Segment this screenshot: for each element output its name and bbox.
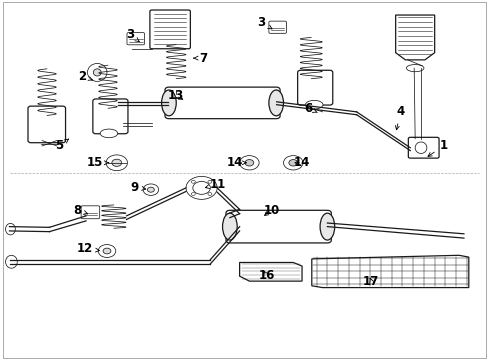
Ellipse shape xyxy=(207,193,211,195)
Ellipse shape xyxy=(98,244,116,257)
Text: 8: 8 xyxy=(74,204,87,217)
Ellipse shape xyxy=(147,187,154,192)
Ellipse shape xyxy=(106,155,127,171)
FancyBboxPatch shape xyxy=(407,137,438,158)
Ellipse shape xyxy=(185,176,217,199)
Text: 15: 15 xyxy=(86,156,108,169)
FancyBboxPatch shape xyxy=(268,21,286,33)
Text: 14: 14 xyxy=(293,156,309,169)
FancyBboxPatch shape xyxy=(150,10,190,49)
Ellipse shape xyxy=(87,63,107,81)
Ellipse shape xyxy=(222,213,237,240)
Ellipse shape xyxy=(191,193,195,195)
Ellipse shape xyxy=(192,181,210,194)
Ellipse shape xyxy=(320,213,334,240)
Text: 12: 12 xyxy=(77,242,99,255)
FancyBboxPatch shape xyxy=(28,106,65,143)
Ellipse shape xyxy=(112,159,122,166)
Ellipse shape xyxy=(239,156,259,170)
Polygon shape xyxy=(239,262,302,281)
FancyBboxPatch shape xyxy=(164,87,280,119)
Text: 4: 4 xyxy=(395,105,404,130)
Ellipse shape xyxy=(93,69,101,76)
Text: 11: 11 xyxy=(205,178,225,191)
Ellipse shape xyxy=(5,224,15,235)
Text: 16: 16 xyxy=(258,269,274,282)
Ellipse shape xyxy=(161,90,176,116)
Ellipse shape xyxy=(406,64,423,72)
FancyBboxPatch shape xyxy=(81,206,100,219)
Text: 6: 6 xyxy=(303,102,317,115)
Ellipse shape xyxy=(191,180,195,183)
Ellipse shape xyxy=(103,248,111,254)
FancyBboxPatch shape xyxy=(127,33,144,45)
Ellipse shape xyxy=(244,159,253,166)
Ellipse shape xyxy=(288,159,297,166)
Text: 3: 3 xyxy=(257,16,271,29)
FancyBboxPatch shape xyxy=(93,99,128,134)
Ellipse shape xyxy=(143,184,158,195)
Polygon shape xyxy=(311,255,468,288)
Text: 10: 10 xyxy=(263,204,279,217)
Ellipse shape xyxy=(5,255,17,268)
Text: 5: 5 xyxy=(55,139,68,152)
Ellipse shape xyxy=(283,156,303,170)
Text: 2: 2 xyxy=(79,69,92,82)
Text: 9: 9 xyxy=(130,181,145,194)
Text: 3: 3 xyxy=(125,28,139,42)
Text: 13: 13 xyxy=(168,89,184,102)
Text: 14: 14 xyxy=(226,156,245,169)
Ellipse shape xyxy=(305,100,323,109)
Ellipse shape xyxy=(414,142,426,153)
Ellipse shape xyxy=(207,180,211,183)
Polygon shape xyxy=(395,15,434,60)
FancyBboxPatch shape xyxy=(297,70,332,105)
Ellipse shape xyxy=(100,129,118,138)
Text: 7: 7 xyxy=(193,51,207,64)
Text: 17: 17 xyxy=(363,275,379,288)
Text: 1: 1 xyxy=(427,139,447,156)
Ellipse shape xyxy=(268,90,283,116)
FancyBboxPatch shape xyxy=(225,210,330,243)
